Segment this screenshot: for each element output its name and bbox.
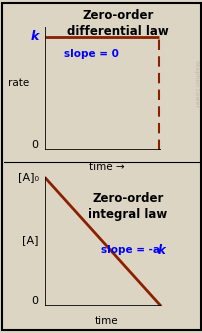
Text: k: k	[30, 30, 38, 43]
Text: slope = 0: slope = 0	[64, 49, 118, 59]
Text: Zero-order
differential law: Zero-order differential law	[66, 9, 168, 38]
Text: time →: time →	[88, 162, 124, 171]
Text: time: time	[95, 316, 118, 326]
Text: [A]₀: [A]₀	[18, 172, 38, 182]
Text: slope = -a: slope = -a	[100, 245, 163, 255]
Text: rate: rate	[8, 78, 29, 88]
Text: [A]: [A]	[22, 235, 38, 245]
Text: Zero-order
integral law: Zero-order integral law	[88, 192, 167, 221]
Text: k: k	[156, 244, 164, 257]
Text: 0: 0	[32, 296, 38, 306]
Text: Stephen Lower: Stephen Lower	[194, 60, 198, 107]
Text: 0: 0	[32, 140, 38, 150]
